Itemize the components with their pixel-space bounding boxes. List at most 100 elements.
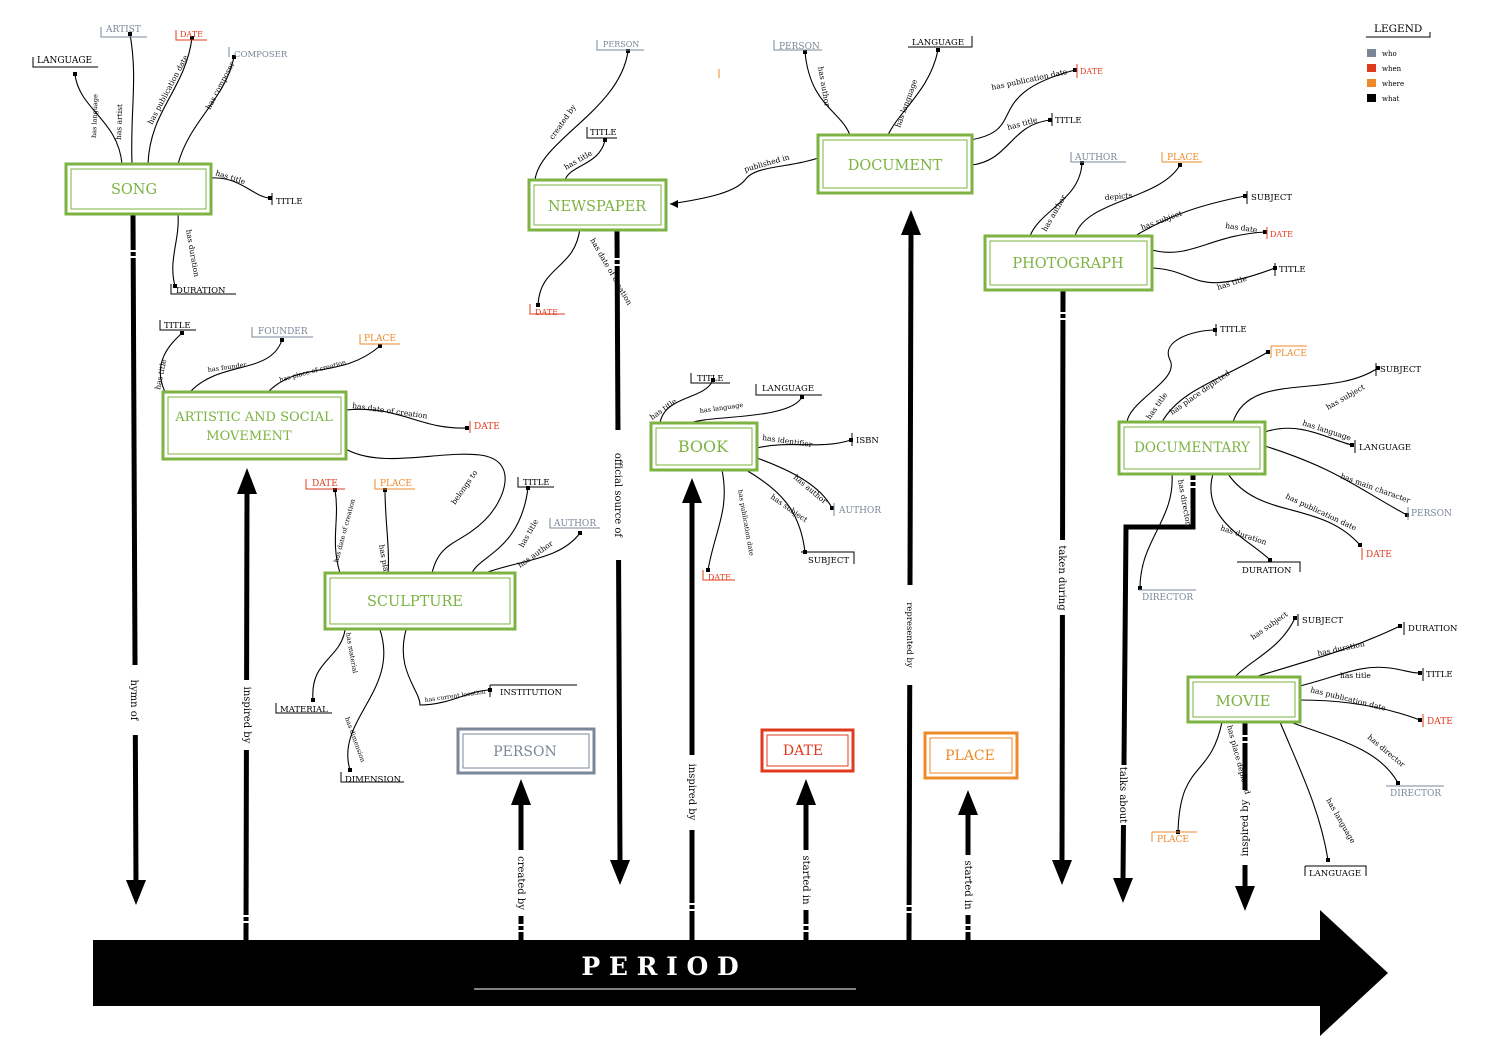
- documentary-prop-title: TITLE: [1215, 324, 1247, 336]
- period-timeline-arrow: P E R I O D: [93, 910, 1388, 1036]
- edge-photograph-has-date: has date: [1225, 221, 1259, 234]
- svg-text:where: where: [1382, 80, 1404, 88]
- svg-text:DURATION: DURATION: [1408, 624, 1458, 634]
- book-prop-subject: SUBJECT: [801, 551, 855, 566]
- legend-item-who: who: [1367, 49, 1397, 58]
- node-sculpture: SCULPTURE: [323, 571, 517, 631]
- connector-endpoints: [73, 32, 1422, 862]
- song-prop-title: TITLE: [271, 193, 303, 207]
- node-newspaper: NEWSPAPER: [527, 178, 668, 232]
- edge-documentary-has-main-character: has main character: [1339, 471, 1412, 505]
- node-book-label: BOOK: [678, 437, 729, 456]
- node-documentary-label: DOCUMENTARY: [1134, 440, 1251, 456]
- newspaper-prop-date: DATE: [529, 304, 565, 317]
- edge-movement-has-place-of-creation: has place of creation: [278, 358, 347, 384]
- svg-text:DATE: DATE: [474, 422, 500, 432]
- documentary-prop-date: DATE: [1361, 548, 1392, 560]
- svg-text:TITLE: TITLE: [1426, 670, 1453, 680]
- node-newspaper-label: NEWSPAPER: [548, 199, 647, 215]
- vertical-label-talks-about: talks about: [1117, 767, 1128, 823]
- edge-document-has-author: has author: [816, 66, 832, 108]
- node-date: DATE: [760, 728, 855, 773]
- edge-photograph-has-subject: has subject: [1140, 209, 1183, 232]
- documentary-prop-person: PERSON: [1407, 507, 1452, 520]
- legend: LEGEND who when where what: [1366, 23, 1431, 103]
- svg-text:TITLE: TITLE: [276, 197, 303, 207]
- svg-text:DIRECTOR: DIRECTOR: [1390, 789, 1441, 799]
- svg-text:PLACE: PLACE: [1157, 835, 1189, 845]
- svg-text:LANGUAGE: LANGUAGE: [1309, 869, 1361, 879]
- edge-documentary-has-place-depicted: has place depicted: [1168, 368, 1232, 416]
- movie-prop-language: LANGUAGE: [1304, 865, 1367, 879]
- svg-text:DATE: DATE: [1080, 67, 1103, 76]
- vertical-label-place-started-in: started in: [962, 860, 973, 910]
- node-person-label: PERSON: [493, 744, 557, 760]
- legend-item-when: when: [1367, 64, 1402, 73]
- book-prop-date: DATE: [702, 570, 735, 582]
- node-movie: MOVIE: [1186, 675, 1302, 724]
- newspaper-prop-person: PERSON: [596, 40, 644, 51]
- song-prop-date: DATE: [175, 30, 207, 41]
- photograph-prop-author: AUTHOR: [1070, 152, 1126, 163]
- vertical-arrow-photograph-taken-during: taken during: [1052, 289, 1072, 885]
- movie-prop-place: PLACE: [1151, 831, 1197, 845]
- edge-book-has-publication-date: has publication date: [736, 489, 756, 557]
- movement-prop-founder: FOUNDER: [251, 327, 313, 338]
- sculpture-prop-author: AUTHOR: [549, 518, 600, 529]
- document-prop-language: LANGUAGE: [908, 36, 973, 48]
- svg-text:DATE: DATE: [535, 308, 558, 317]
- edge-documentary-has-subject: has subject: [1325, 382, 1367, 411]
- node-date-label: DATE: [783, 743, 823, 759]
- movie-prop-duration: DURATION: [1403, 622, 1458, 635]
- svg-text:TITLE: TITLE: [1279, 265, 1306, 275]
- node-movement-label-line2: MOVEMENT: [206, 429, 292, 444]
- movement-prop-title: TITLE: [159, 320, 196, 331]
- movie-prop-subject: SUBJECT: [1297, 614, 1343, 626]
- svg-text:DIMENSION: DIMENSION: [345, 775, 402, 785]
- vertical-arrow-movie-inspired-by: inspired by: [1235, 722, 1255, 911]
- svg-text:COMPOSER: COMPOSER: [234, 50, 288, 60]
- svg-text:DATE: DATE: [1270, 230, 1293, 239]
- svg-text:DURATION: DURATION: [176, 286, 226, 296]
- sculpture-prop-date: DATE: [305, 479, 345, 490]
- svg-text:PLACE: PLACE: [1275, 349, 1307, 359]
- svg-text:DATE: DATE: [1366, 550, 1392, 560]
- svg-text:LANGUAGE: LANGUAGE: [37, 56, 92, 66]
- svg-text:PERSON: PERSON: [1411, 509, 1452, 519]
- sculpture-prop-material: MATERIAL: [275, 703, 332, 715]
- svg-text:INSTITUTION: INSTITUTION: [500, 688, 562, 698]
- svg-text:AUTHOR: AUTHOR: [1074, 153, 1117, 163]
- edge-movie-has-language: has language: [1324, 797, 1357, 846]
- svg-text:TITLE: TITLE: [590, 128, 617, 138]
- legend-item-where: where: [1367, 79, 1404, 88]
- edge-photograph-has-author: has author: [1040, 193, 1068, 233]
- vertical-arrow-song-hymn-of: hymn of: [126, 214, 146, 905]
- svg-text:AUTHOR: AUTHOR: [838, 506, 881, 516]
- photograph-prop-subject: SUBJECT: [1246, 191, 1292, 204]
- svg-text:DATE: DATE: [180, 30, 203, 39]
- svg-text:who: who: [1382, 50, 1397, 58]
- svg-text:SUBJECT: SUBJECT: [808, 556, 849, 566]
- song-prop-language: LANGUAGE: [32, 56, 98, 68]
- node-photograph: PHOTOGRAPH: [983, 234, 1154, 292]
- photograph-prop-title: TITLE: [1274, 263, 1306, 276]
- edge-movie-has-director: has director: [1366, 733, 1407, 770]
- node-song-label: SONG: [111, 182, 157, 198]
- node-person: PERSON: [456, 727, 596, 775]
- property-labels: LANGUAGE ARTIST DATE COMPOSER TITLE DURA…: [32, 25, 1458, 879]
- sculpture-prop-institution: INSTITUTION: [489, 684, 577, 698]
- vertical-arrow-documentary-talks-about: talks about: [1113, 473, 1200, 903]
- edge-movie-has-duration: has duration: [1317, 639, 1366, 658]
- sculpture-prop-dimension: DIMENSION: [340, 772, 404, 785]
- edge-book-has-language: has language: [699, 401, 744, 415]
- vertical-label-hymn-of: hymn of: [128, 680, 139, 722]
- svg-text:DATE: DATE: [312, 479, 338, 489]
- edge-book-has-subject: has subject: [769, 492, 809, 524]
- edge-documentary-has-publication-date: has publication date: [1284, 492, 1358, 533]
- book-prop-title: TITLE: [690, 373, 730, 384]
- connector-curves: [74, 33, 1421, 861]
- node-artistic-social-movement: ARTISTIC AND SOCIAL MOVEMENT: [161, 390, 348, 461]
- vertical-label-movie-inspired-by: inspired by: [1240, 799, 1251, 856]
- edge-movie-has-title: has title: [1340, 671, 1371, 680]
